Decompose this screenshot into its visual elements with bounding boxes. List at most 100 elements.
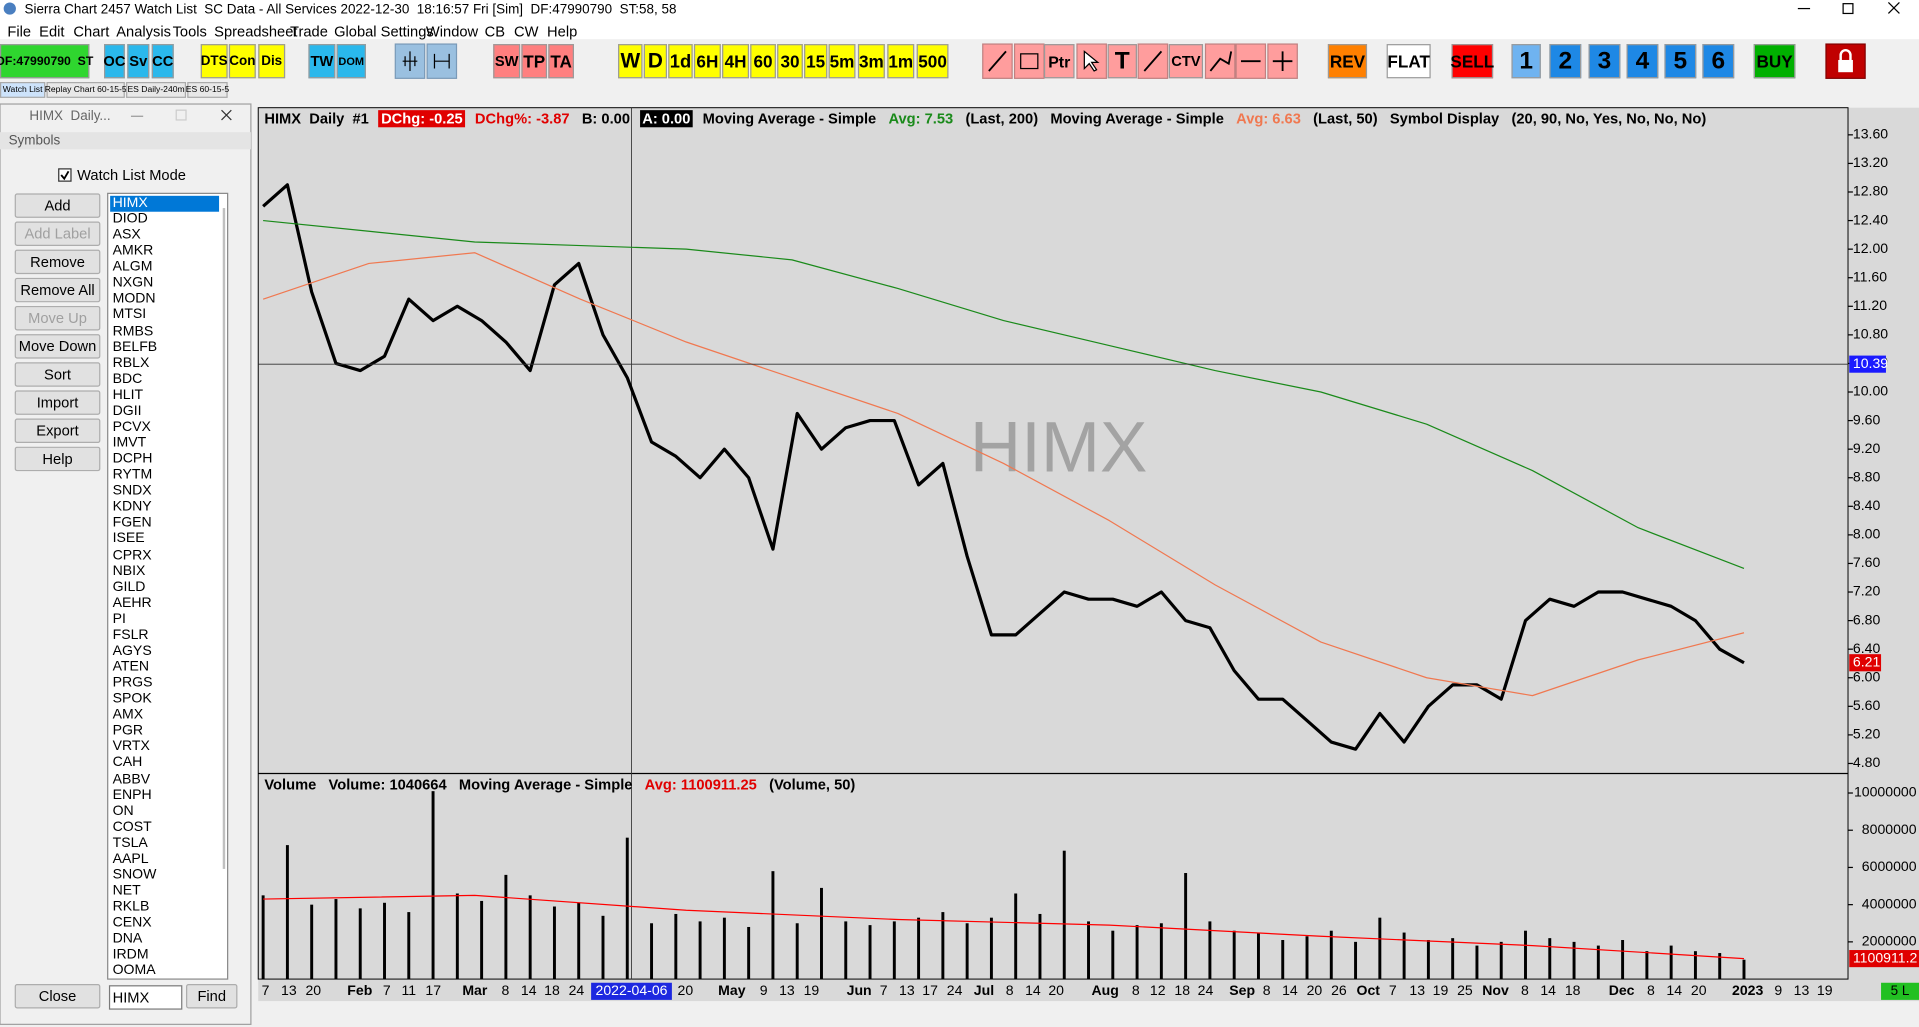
toolbar-button[interactable]: TW (308, 44, 336, 79)
toolbar-button[interactable]: Dis (258, 44, 286, 79)
toolbar-button[interactable]: 1 (1511, 44, 1541, 79)
toolbar-button[interactable]: REV (1327, 44, 1368, 79)
toolbar-button[interactable]: 4H (722, 44, 749, 79)
toolbar-button[interactable]: 15 (804, 44, 828, 79)
symbol-item[interactable]: DNA (112, 931, 143, 947)
toolbar-button[interactable]: SELL (1450, 44, 1494, 79)
search-input[interactable]: HIMX (108, 985, 183, 1010)
menu-item[interactable]: Edit (39, 23, 65, 41)
toolbar-button[interactable]: FLAT (1386, 44, 1431, 79)
symbol-item[interactable]: ATEN (112, 659, 150, 675)
symbol-item[interactable]: NXGN (112, 275, 154, 291)
toolbar-button[interactable]: 60 (750, 44, 776, 79)
toolbar-button[interactable]: TP (521, 44, 548, 79)
symbol-item[interactable]: ENPH (112, 787, 152, 803)
panel-button[interactable]: Move Down (14, 334, 101, 359)
toolbar-button[interactable]: 4 (1626, 44, 1659, 79)
symbol-item[interactable]: DGII (112, 403, 142, 419)
symbol-item[interactable]: NET (112, 883, 141, 899)
toolbar-button[interactable]: Con (228, 44, 256, 79)
symbol-item[interactable]: FGEN (112, 515, 152, 531)
symbol-item[interactable]: AGYS (112, 643, 152, 659)
close-button[interactable]: Close (14, 983, 101, 1009)
menu-item[interactable]: Spreadsheet (214, 23, 298, 41)
scrollbar[interactable] (222, 208, 226, 869)
toolbar-button[interactable]: 5m (828, 44, 856, 79)
tool-icon[interactable] (1137, 43, 1169, 79)
toolbar-button[interactable]: 500 (916, 44, 949, 79)
toolbar-button[interactable]: BUY (1753, 44, 1796, 79)
symbol-item[interactable]: ASX (112, 227, 141, 243)
symbol-item[interactable]: PI (112, 611, 126, 627)
panel-button[interactable]: Import (14, 390, 101, 415)
symbol-item[interactable]: PRGS (112, 675, 153, 691)
tab[interactable]: Watch List (0, 81, 46, 98)
symbol-item[interactable]: GILD (112, 579, 146, 595)
toolbar-button[interactable]: W (618, 44, 643, 79)
menu-item[interactable]: CW (514, 23, 539, 41)
symbol-item[interactable]: FSLR (112, 627, 149, 643)
symbol-item[interactable]: MTSI (112, 307, 147, 323)
toolbar-button[interactable]: SW (493, 44, 521, 79)
symbol-item[interactable]: RYTM (112, 467, 153, 483)
toolbar-button[interactable]: 6 (1702, 44, 1735, 79)
close-icon[interactable] (1887, 2, 1900, 14)
toolbar-button[interactable]: 5 (1664, 44, 1697, 79)
symbol-item[interactable]: TSLA (112, 835, 148, 851)
symbol-item[interactable]: VRTX (112, 739, 150, 755)
symbol-item[interactable]: NBIX (112, 563, 146, 579)
toolbar-button[interactable]: Ptr (1043, 44, 1075, 79)
symbol-item[interactable]: AMKR (112, 243, 154, 259)
symbol-item[interactable]: ISEE (112, 531, 145, 547)
symbol-item[interactable]: ALGM (112, 259, 153, 275)
menu-item[interactable]: Help (547, 23, 578, 41)
toolbar-button[interactable]: DOM (336, 44, 366, 79)
symbol-item[interactable]: COST (112, 819, 152, 835)
panel-close[interactable] (221, 109, 232, 121)
symbol-item[interactable]: DCPH (112, 451, 153, 467)
symbol-item[interactable]: CENX (112, 915, 152, 931)
symbol-item[interactable]: AAPL (112, 851, 149, 867)
symbol-item[interactable]: AMX (112, 707, 144, 723)
symbol-item[interactable]: AEHR (112, 595, 152, 611)
symbol-item[interactable]: HIMX (110, 195, 220, 212)
menu-item[interactable]: CB (484, 23, 506, 41)
symbol-item[interactable]: ABBV (112, 771, 151, 787)
symbol-item[interactable]: SNDX (112, 483, 152, 499)
symbol-item[interactable]: ON (112, 803, 134, 819)
menu-item[interactable]: Global Settings (334, 23, 434, 41)
symbol-item[interactable]: CPRX (112, 547, 152, 563)
symbol-item[interactable]: BELFB (112, 339, 158, 355)
menu-item[interactable]: File (7, 23, 32, 41)
toolbar-button[interactable]: OC (103, 44, 125, 79)
panel-button[interactable]: Help (14, 446, 101, 472)
panel-button[interactable]: Remove All (14, 277, 101, 303)
menu-item[interactable]: Chart (73, 23, 110, 41)
tool-icon[interactable] (1076, 43, 1107, 79)
symbol-item[interactable]: IRDM (112, 947, 149, 963)
symbol-item[interactable]: KDNY (112, 499, 152, 515)
symbol-item[interactable]: IMVT (112, 435, 147, 451)
restore-icon[interactable] (1842, 3, 1854, 15)
symbol-item[interactable]: CAH (112, 755, 143, 771)
symbol-item[interactable]: MODN (112, 291, 156, 307)
symbol-item[interactable]: SPOK (112, 691, 152, 707)
tab[interactable]: ES 60-15-5 (186, 81, 229, 98)
toolbar-button[interactable]: DTS (200, 44, 228, 79)
menu-item[interactable]: Trade (290, 23, 328, 41)
panel-button[interactable]: Add (14, 193, 101, 218)
toolbar-button[interactable]: 3 (1588, 44, 1621, 79)
symbol-item[interactable]: RKLB (112, 899, 150, 915)
toolbar-button[interactable]: T (1107, 44, 1137, 79)
toolbar-button[interactable]: TA (548, 44, 574, 79)
symbol-item[interactable]: RMBS (112, 323, 154, 339)
panel-button[interactable]: Sort (14, 362, 101, 387)
tab[interactable]: ES Daily-240m (126, 81, 187, 98)
symbol-item[interactable]: RBLX (112, 355, 150, 371)
toolbar-button[interactable]: DF:47990790 ST (0, 44, 93, 79)
panel-button[interactable]: Remove (14, 249, 101, 275)
panel-maximize[interactable] (175, 109, 187, 121)
toolbar-button[interactable]: 6H (693, 44, 721, 79)
toolbar-button[interactable]: 2 (1549, 44, 1582, 79)
toolbar-button[interactable]: 1d (668, 44, 693, 79)
